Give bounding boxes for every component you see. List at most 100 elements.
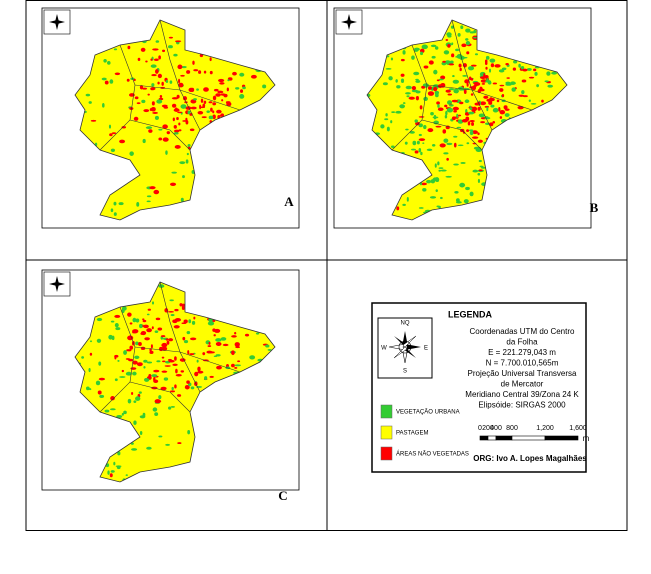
- map-outline: [74, 281, 276, 483]
- cover-patch: [113, 201, 117, 206]
- cover-patch: [433, 86, 438, 92]
- cover-patch: [456, 113, 459, 118]
- cover-patch: [117, 451, 121, 456]
- cover-patch: [143, 359, 148, 363]
- cover-patch: [104, 80, 109, 85]
- cover-patch: [173, 129, 180, 133]
- info-line: Coordenadas UTM do Centro: [470, 327, 575, 336]
- cover-patch: [145, 60, 148, 63]
- cover-patch: [142, 319, 147, 323]
- north-arrow: [49, 282, 65, 286]
- cover-patch: [415, 95, 420, 101]
- cover-patch: [492, 82, 498, 85]
- cover-patch: [461, 119, 468, 123]
- cover-patch: [96, 338, 102, 343]
- cover-patch: [237, 360, 241, 363]
- cover-patch: [227, 79, 230, 82]
- cover-patch: [235, 346, 241, 349]
- info-line: N = 7.700.010,565m: [486, 359, 559, 368]
- cover-patch: [136, 102, 141, 105]
- cover-patch: [176, 394, 182, 397]
- cover-patch: [454, 191, 459, 194]
- cover-patch: [460, 25, 464, 30]
- map-panel: B: [333, 7, 599, 229]
- cover-patch: [180, 197, 184, 202]
- scale-label: 1,200: [536, 425, 554, 432]
- cover-patch: [504, 108, 510, 111]
- cover-patch: [197, 111, 204, 115]
- cover-patch: [174, 356, 177, 361]
- cover-patch: [480, 121, 486, 124]
- cover-patch: [418, 116, 425, 118]
- cover-patch: [416, 140, 420, 145]
- cover-patch: [102, 103, 105, 108]
- cover-patch: [147, 308, 151, 311]
- cover-patch: [140, 47, 146, 52]
- cover-patch: [161, 342, 168, 348]
- cover-patch: [175, 373, 182, 377]
- scale-segment: [495, 435, 513, 441]
- cover-patch: [137, 57, 141, 62]
- cover-patch: [158, 435, 163, 438]
- cover-patch: [446, 107, 454, 113]
- cover-patch: [209, 57, 212, 62]
- cover-patch: [438, 78, 444, 81]
- cover-patch: [453, 163, 459, 166]
- cover-patch: [196, 88, 199, 91]
- cover-patch: [536, 84, 540, 88]
- cover-patch: [192, 60, 195, 65]
- cover-patch: [212, 95, 217, 101]
- cover-patch: [437, 84, 443, 89]
- cover-patch: [98, 377, 105, 381]
- cover-patch: [459, 55, 465, 60]
- cover-patch: [410, 148, 416, 151]
- cover-patch: [492, 120, 496, 124]
- cover-patch: [156, 360, 161, 363]
- cover-patch: [151, 74, 157, 77]
- cover-patch: [421, 85, 426, 89]
- cover-patch: [208, 351, 214, 354]
- cover-patch: [209, 375, 214, 378]
- scale-label: 200: [482, 425, 494, 432]
- cover-patch: [437, 107, 444, 112]
- cover-patch: [131, 448, 138, 451]
- class-swatch: [380, 446, 393, 461]
- cover-patch: [437, 104, 440, 108]
- cover-patch: [153, 189, 160, 195]
- cover-patch: [468, 76, 472, 81]
- cover-patch: [190, 106, 197, 110]
- cover-patch: [505, 63, 509, 66]
- cover-patch: [154, 115, 159, 120]
- cover-patch: [408, 96, 415, 100]
- cover-patch: [225, 101, 231, 104]
- cover-patch: [445, 38, 449, 41]
- cover-patch: [215, 93, 221, 97]
- cover-patch: [168, 338, 174, 342]
- cover-patch: [431, 143, 436, 147]
- cover-patch: [121, 306, 127, 311]
- cover-patch: [173, 325, 180, 329]
- scale-label: 800: [506, 425, 518, 432]
- cover-patch: [165, 443, 170, 446]
- cover-patch: [457, 119, 464, 124]
- cover-patch: [99, 394, 105, 398]
- cover-patch: [445, 175, 452, 178]
- cover-patch: [114, 378, 118, 382]
- cover-patch: [453, 109, 457, 113]
- cover-patch: [222, 343, 229, 347]
- cover-patch: [166, 131, 171, 135]
- map-panel: A: [41, 7, 300, 229]
- cover-patch: [451, 99, 459, 103]
- cover-patch: [436, 101, 440, 105]
- cover-patch: [138, 342, 142, 347]
- cover-patch: [405, 85, 412, 90]
- cover-patch: [88, 367, 91, 373]
- cover-patch: [174, 308, 179, 312]
- cover-patch: [418, 148, 422, 153]
- cover-patch: [177, 64, 183, 70]
- cover-patch: [481, 166, 486, 169]
- cover-patch: [160, 335, 166, 338]
- cover-patch: [182, 120, 187, 122]
- cover-patch: [220, 113, 225, 117]
- cover-patch: [186, 380, 190, 384]
